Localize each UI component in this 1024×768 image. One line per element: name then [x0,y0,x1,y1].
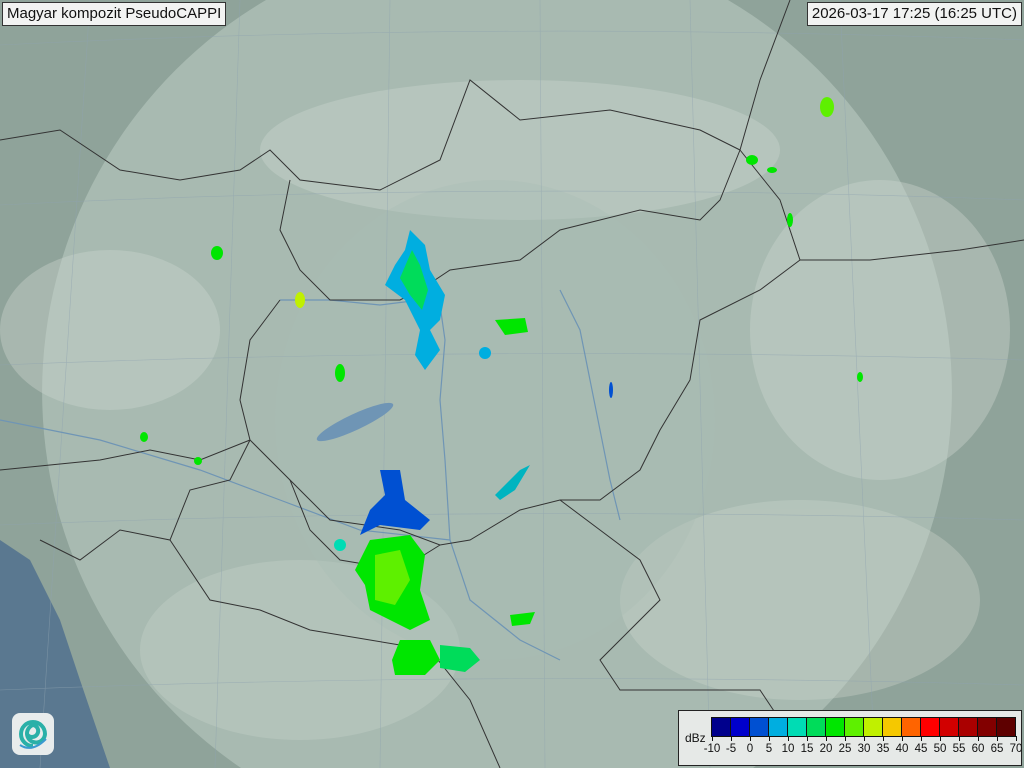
echo-cell [510,612,535,626]
color-swatch [712,718,731,736]
tick-label: 70 [1009,743,1023,755]
radar-echoes [140,97,863,675]
color-swatch [864,718,883,736]
color-swatch [807,718,826,736]
tick-label: 55 [952,743,966,755]
echo-cell [295,292,305,308]
rivers [0,289,621,661]
color-swatch [978,718,997,736]
color-scale-bar [711,717,1016,737]
tick-mark [769,736,770,741]
tick-label: 15 [800,743,814,755]
tick-mark [731,736,732,741]
echo-cell [400,250,428,310]
map-title: Magyar kompozit PseudoCAPPI [2,2,227,26]
echo-cell [820,97,834,117]
legend-unit: dBz [685,731,706,745]
tick-mark [883,736,884,741]
color-swatch [902,718,921,736]
tick-mark [845,736,846,741]
tick-mark [826,736,827,741]
tick-label: -10 [703,743,721,755]
tick-label: 0 [746,743,754,755]
echo-cell [211,246,223,260]
tick-mark [1016,736,1017,741]
color-swatch [731,718,750,736]
tick-mark [921,736,922,741]
color-swatch [921,718,940,736]
lake-balaton [316,402,394,442]
color-swatch [940,718,959,736]
tick-label: 20 [819,743,833,755]
tick-mark [997,736,998,741]
tick-mark [807,736,808,741]
echo-cell [746,155,758,165]
color-swatch [883,718,902,736]
tick-label: -5 [725,743,737,755]
tick-mark [978,736,979,741]
tick-mark [712,736,713,741]
echo-cell [335,364,345,382]
tick-label: 25 [838,743,852,755]
hungary-highlight [275,180,715,660]
echo-cell [440,645,480,672]
echo-cell [375,550,410,605]
color-swatch [769,718,788,736]
tick-label: 40 [895,743,909,755]
tick-label: 60 [971,743,985,755]
tick-mark [788,736,789,741]
tick-mark [750,736,751,741]
echo-cell [767,167,777,173]
color-swatch [788,718,807,736]
swirl-logo-icon [12,713,54,755]
echo-cell [479,347,491,359]
color-swatch [826,718,845,736]
terrain-shading [0,80,1010,740]
tick-label: 30 [857,743,871,755]
echo-cell [787,213,793,227]
echo-cell [360,470,430,535]
color-swatch [845,718,864,736]
echo-cell [857,372,863,382]
echo-cell [194,457,202,465]
tick-label: 10 [781,743,795,755]
echo-cell [495,318,528,335]
tick-mark [864,736,865,741]
echo-cell [140,432,148,442]
color-swatch [959,718,978,736]
tick-label: 65 [990,743,1004,755]
echo-cell [495,465,530,500]
tick-mark [902,736,903,741]
adriatic-sea [0,540,110,768]
dbz-color-legend: dBz -10 -5 0 5 10 15 20 25 30 35 40 45 50 55 60 65 70 [678,710,1022,766]
echo-cell [609,382,613,398]
tick-mark [940,736,941,741]
tick-label: 35 [876,743,890,755]
tick-label: 5 [765,743,773,755]
timestamp: 2026-03-17 17:25 (16:25 UTC) [806,2,1022,26]
echo-cell [392,640,440,675]
echo-cell [334,539,346,551]
color-swatch [750,718,769,736]
tick-mark [959,736,960,741]
tick-label: 45 [914,743,928,755]
color-swatch [997,718,1015,736]
tick-label: 50 [933,743,947,755]
